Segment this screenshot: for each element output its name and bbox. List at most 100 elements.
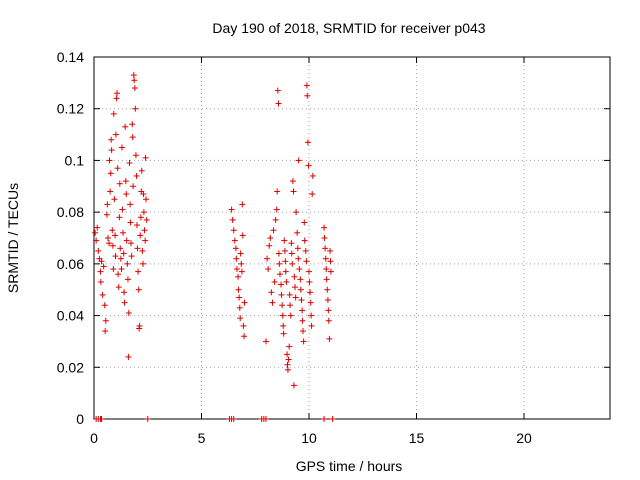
data-point xyxy=(296,266,303,273)
data-point xyxy=(131,77,138,84)
data-point xyxy=(286,291,293,298)
data-point xyxy=(137,232,144,239)
data-point xyxy=(134,245,141,252)
data-point xyxy=(129,121,136,128)
data-point xyxy=(239,201,246,208)
data-point xyxy=(108,147,115,154)
data-point xyxy=(286,343,293,350)
data-point xyxy=(228,206,235,213)
data-point xyxy=(236,294,243,301)
data-point xyxy=(109,242,116,249)
data-point xyxy=(233,266,240,273)
data-point xyxy=(282,258,289,265)
data-point xyxy=(284,351,291,358)
data-point xyxy=(122,178,129,185)
data-point xyxy=(270,227,277,234)
data-point xyxy=(106,157,113,164)
data-point xyxy=(308,322,315,329)
data-point xyxy=(302,247,309,254)
data-point xyxy=(307,289,314,296)
x-tick-label: 0 xyxy=(90,430,98,446)
data-point xyxy=(307,299,314,306)
data-point xyxy=(297,276,304,283)
data-point xyxy=(127,219,134,226)
zero-data-point xyxy=(98,416,105,422)
data-point xyxy=(117,245,124,252)
data-point xyxy=(129,134,136,141)
data-point xyxy=(125,309,132,316)
data-point xyxy=(289,178,296,185)
data-point xyxy=(325,317,332,324)
data-point xyxy=(301,219,308,226)
data-point xyxy=(327,258,334,265)
data-point xyxy=(135,268,142,275)
data-point xyxy=(266,242,273,249)
data-point xyxy=(271,278,278,285)
data-point xyxy=(97,268,104,275)
data-point xyxy=(103,211,110,218)
data-point xyxy=(290,382,297,389)
data-point xyxy=(132,105,139,112)
y-tick-label: 0.12 xyxy=(57,101,84,117)
data-point xyxy=(287,312,294,319)
x-axis-label: GPS time / hours xyxy=(296,458,403,474)
data-point xyxy=(327,247,334,254)
data-point xyxy=(323,266,330,273)
data-point xyxy=(98,258,105,265)
data-point xyxy=(324,286,331,293)
data-point xyxy=(114,90,121,97)
data-point xyxy=(299,328,306,335)
data-point xyxy=(280,322,287,329)
axis-ticks: 0 0.02 0.04 0.06 0.08 0.1 0.12 0.14 0 5 10 15 20 xyxy=(57,49,610,446)
data-point xyxy=(327,268,334,275)
data-point xyxy=(241,299,248,306)
y-tick-label: 0 xyxy=(76,411,84,427)
data-point xyxy=(93,237,100,244)
data-point xyxy=(238,260,245,267)
data-point xyxy=(294,245,301,252)
data-point xyxy=(95,247,102,254)
plot-frame xyxy=(93,56,611,420)
grid-lines xyxy=(94,57,610,419)
data-point xyxy=(324,297,331,304)
zero-data-point xyxy=(230,416,237,422)
data-point xyxy=(107,170,114,177)
data-point xyxy=(268,289,275,296)
data-point xyxy=(306,278,313,285)
data-point xyxy=(230,227,237,234)
data-point xyxy=(308,312,315,319)
data-point xyxy=(290,188,297,195)
data-point xyxy=(323,276,330,283)
zero-data-point xyxy=(329,416,336,422)
y-tick-label: 0.08 xyxy=(57,204,84,220)
data-point xyxy=(292,284,299,291)
data-point xyxy=(272,216,279,223)
data-point xyxy=(113,95,120,102)
data-point xyxy=(278,281,285,288)
data-point xyxy=(140,260,147,267)
data-point xyxy=(101,302,108,309)
data-point xyxy=(118,266,125,273)
y-tick-label: 0.02 xyxy=(57,359,84,375)
data-point xyxy=(141,227,148,234)
data-point xyxy=(300,338,307,345)
data-point xyxy=(131,85,138,92)
data-point xyxy=(289,260,296,267)
data-point xyxy=(237,250,244,257)
data-point xyxy=(279,312,286,319)
data-point xyxy=(138,167,145,174)
x-tick-label: 5 xyxy=(198,430,206,446)
data-point xyxy=(305,162,312,169)
data-point xyxy=(293,209,300,216)
data-point xyxy=(118,144,125,151)
data-point xyxy=(130,72,137,79)
y-tick-label: 0.14 xyxy=(57,49,84,65)
data-point xyxy=(124,260,131,267)
data-point xyxy=(232,245,239,252)
y-tick-label: 0.04 xyxy=(57,308,84,324)
data-point xyxy=(112,131,119,138)
data-point xyxy=(143,216,150,223)
data-point xyxy=(264,255,271,262)
data-point xyxy=(106,240,113,247)
data-point xyxy=(265,266,272,273)
